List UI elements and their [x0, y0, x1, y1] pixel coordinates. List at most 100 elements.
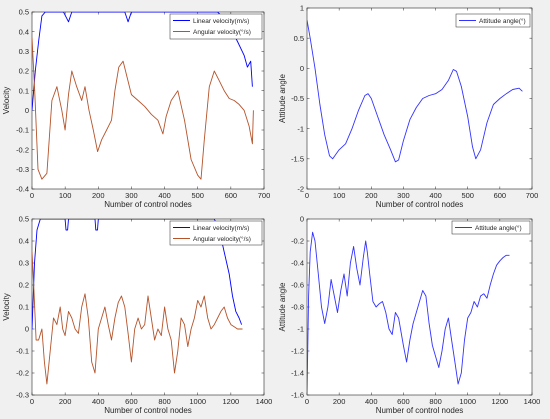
x-axis-label: Number of control nodes — [376, 406, 464, 415]
x-tick-label: 400 — [429, 191, 442, 200]
plot-area — [31, 218, 265, 396]
x-tick-label: 600 — [225, 191, 238, 200]
y-axis-label: Attitude angle — [278, 282, 287, 331]
y-tick-label: 0.1 — [19, 86, 29, 95]
legend: Attitude angle(°) — [451, 220, 531, 235]
y-tick-label: 0.4 — [19, 237, 29, 246]
y-tick-label: -0.4 — [16, 185, 29, 194]
y-tick-label: 0.5 — [19, 8, 29, 17]
y-tick-label: -0.2 — [16, 369, 29, 378]
legend-box — [451, 220, 531, 235]
x-tick-label: 800 — [429, 397, 442, 406]
legend-box — [455, 13, 531, 28]
y-tick-label: -1.4 — [291, 369, 304, 378]
x-tick-label: 200 — [92, 191, 105, 200]
x-tick-label: 300 — [397, 191, 410, 200]
x-tick-label: 200 — [333, 397, 346, 406]
y-tick-label: -0.3 — [16, 165, 29, 174]
y-tick-label: -1.5 — [291, 154, 304, 163]
chart-bottom-right: 0 200 400 600 800 1000 1200 1400 -1.6 -1.4 -1.2 -1 -… — [276, 210, 550, 419]
x-axis-label: Number of control nodes — [104, 406, 192, 415]
y-tick-label: 0 — [300, 215, 304, 224]
x-tick-label: 0 — [30, 191, 34, 200]
y-tick-label: -1 — [297, 325, 304, 334]
series-line-primary — [32, 219, 243, 330]
x-tick-label: 200 — [365, 191, 378, 200]
x-tick-label: 800 — [158, 397, 171, 406]
y-tick-label: -0.8 — [291, 303, 304, 312]
x-axis-label: Number of control nodes — [104, 200, 192, 209]
x-tick-label: 600 — [125, 397, 138, 406]
x-tick-label: 600 — [397, 397, 410, 406]
y-axis-label: Velocity — [2, 293, 11, 321]
y-tick-label: -0.2 — [16, 145, 29, 154]
chart-top-right: 0 100 200 300 400 500 600 700 -2 -1.5 -1 -0.5 0 0.5 1 N… — [276, 0, 550, 210]
legend-entry-label: Linear velocity(m/s) — [193, 18, 249, 25]
x-tick-label: 0 — [305, 191, 309, 200]
x-tick-label: 0 — [30, 397, 34, 406]
y-axis-label: Velocity — [2, 87, 11, 115]
y-tick-label: 0 — [25, 325, 29, 334]
plot-area — [31, 11, 265, 190]
y-tick-label: 0 — [25, 106, 29, 115]
x-tick-label: 600 — [494, 191, 507, 200]
legend-box — [169, 13, 263, 40]
y-tick-label: -2 — [297, 185, 304, 194]
x-tick-label: 1400 — [524, 397, 541, 406]
y-tick-label: -1.2 — [291, 347, 304, 356]
y-tick-label: 0 — [300, 64, 304, 73]
x-tick-label: 100 — [59, 191, 72, 200]
x-tick-label: 700 — [258, 191, 271, 200]
x-tick-label: 300 — [125, 191, 138, 200]
x-tick-label: 400 — [365, 397, 378, 406]
x-axis-label: Number of control nodes — [376, 200, 464, 209]
y-tick-label: 0.3 — [19, 47, 29, 56]
legend-entry-label: Linear velocity(m/s) — [193, 225, 249, 232]
y-tick-label: -1.6 — [291, 391, 304, 400]
legend-entry-label: Angular velocity(°/s) — [193, 235, 251, 243]
y-tick-label: -0.5 — [291, 94, 304, 103]
y-tick-label: 0.5 — [294, 34, 304, 43]
legend-entry-label: Attitude angle(°) — [479, 17, 526, 25]
y-tick-label: -0.2 — [291, 237, 304, 246]
x-tick-label: 1200 — [492, 397, 509, 406]
x-tick-label: 200 — [59, 397, 72, 406]
y-tick-label: -0.4 — [291, 259, 304, 268]
y-tick-label: -1 — [297, 124, 304, 133]
y-tick-label: -0.1 — [16, 347, 29, 356]
chart-bottom-left: 0 200 400 600 800 1000 1200 1400 -0.3 -0.2 -0.1 0 0.… — [0, 210, 276, 419]
chart-top-left: 0 100 200 300 400 500 600 700 -0.4 -0.3 -0.2 -0.1 0 0… — [0, 0, 276, 210]
plot-area — [306, 7, 533, 190]
x-tick-label: 1200 — [223, 397, 240, 406]
y-tick-label: 0.5 — [19, 215, 29, 224]
x-tick-label: 400 — [158, 191, 171, 200]
y-tick-label: 0.3 — [19, 259, 29, 268]
y-axis-label: Attitude angle — [278, 73, 287, 122]
x-tick-label: 1000 — [189, 397, 206, 406]
x-tick-label: 1000 — [459, 397, 476, 406]
y-tick-label: -0.3 — [16, 391, 29, 400]
y-tick-label: 0.2 — [19, 67, 29, 76]
legend-box — [169, 220, 263, 246]
legend-entry-label: Angular velocity(°/s) — [193, 28, 251, 36]
y-tick-label: 0.1 — [19, 303, 29, 312]
x-tick-label: 700 — [526, 191, 539, 200]
y-tick-label: 0.4 — [19, 27, 29, 36]
series-line-secondary — [32, 37, 254, 180]
y-tick-label: 1 — [300, 4, 304, 13]
y-tick-label: 0.2 — [19, 281, 29, 290]
series-line-primary — [307, 231, 510, 395]
x-tick-label: 0 — [305, 397, 309, 406]
x-tick-label: 100 — [333, 191, 346, 200]
x-tick-label: 400 — [92, 397, 105, 406]
series-line-primary — [32, 12, 253, 111]
legend: Linear velocity(m/s) Angular velocity(°/s… — [169, 220, 263, 246]
plot-area — [306, 218, 533, 396]
x-tick-label: 500 — [461, 191, 474, 200]
series-line-primary — [307, 20, 523, 163]
y-tick-label: -0.6 — [291, 281, 304, 290]
x-tick-label: 1400 — [256, 397, 273, 406]
legend: Linear velocity(m/s) Angular velocity(°/s… — [169, 13, 263, 40]
y-tick-label: -0.1 — [16, 126, 29, 135]
